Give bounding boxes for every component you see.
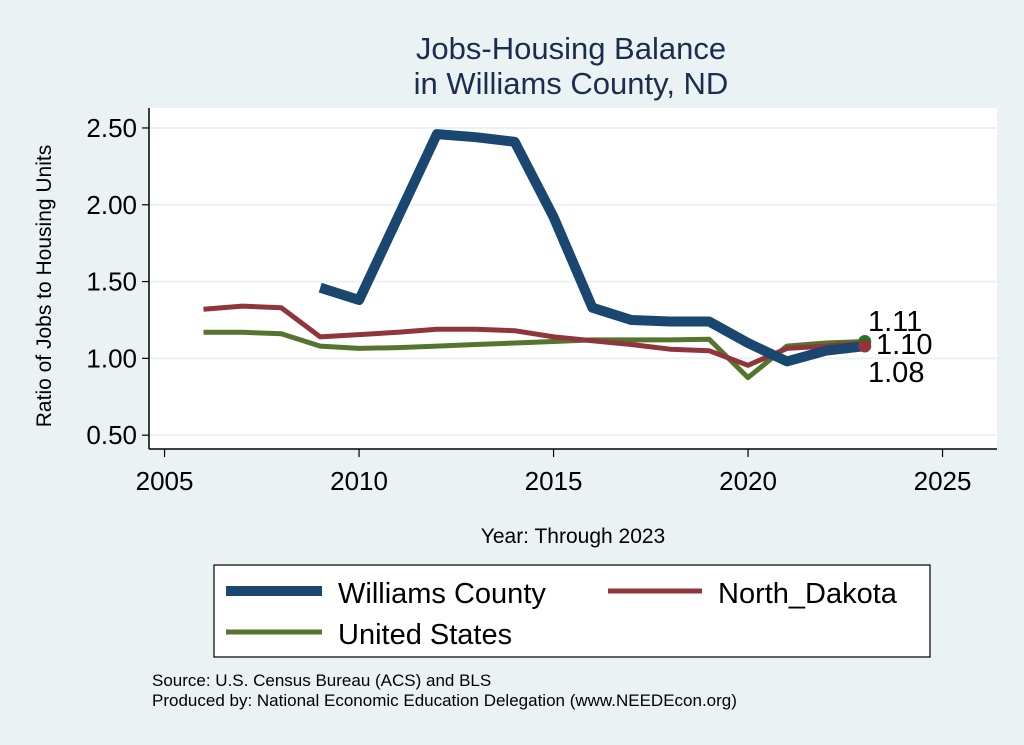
series-lines [203,129,866,381]
series-line-united-states [203,329,865,381]
chart-title-line-1: Jobs-Housing Balance [416,31,726,66]
chart-title-line-2: in Williams County, ND [414,66,729,101]
y-tick-label: 2.50 [86,113,137,143]
y-tick-label: 0.50 [86,420,137,450]
series-line-north-dakota [203,303,865,368]
end-label-united-states: 1.11 [868,306,922,338]
legend: Williams County North_Dakota United Stat… [213,564,931,658]
legend-label-williams-county: Williams County [338,578,546,610]
y-tick-label: 2.00 [86,190,137,220]
x-tick-label: 2025 [914,466,972,496]
legend-label-united-states: United States [338,619,512,651]
end-label-north-dakota: 1.10 [876,329,932,361]
gridlines [149,126,997,437]
plot-area [149,108,997,449]
end-marker-north-dakota [858,339,872,353]
y-tick-label: 1.00 [86,343,137,373]
x-axis-title: Year: Through 2023 [481,525,666,548]
x-tick-label: 2015 [525,466,583,496]
x-ticks: 2005 2010 2015 2020 2025 [136,449,972,496]
legend-box [213,564,931,658]
y-ticks: 0.50 1.00 1.50 2.00 2.50 [86,113,149,450]
y-axis-title: Ratio of Jobs to Housing Units [33,145,56,427]
legend-label-north-dakota: North_Dakota [718,578,898,610]
y-tick-label: 1.50 [86,267,137,297]
end-label-williams-county: 1.08 [868,357,924,389]
source-note: Source: U.S. Census Bureau (ACS) and BLS [152,671,491,690]
end-markers [858,334,872,353]
x-tick-label: 2005 [136,466,194,496]
x-tick-label: 2020 [719,466,777,496]
x-tick-label: 2010 [330,466,388,496]
produced-by-note: Produced by: National Economic Education… [152,691,737,710]
series-line-williams-county [318,129,866,367]
